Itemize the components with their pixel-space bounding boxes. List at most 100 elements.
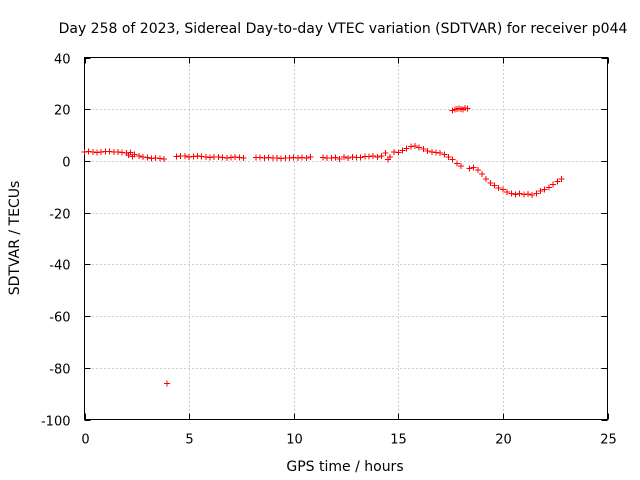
data-point [445,154,452,161]
data-point [399,147,406,154]
x-tick-label: 15 [390,433,407,448]
data-point [516,190,523,197]
data-point [131,151,138,158]
y-tick-labels: -100 -80 -60 -40 -20 0 20 40 [41,53,71,430]
data-point [303,154,310,161]
axis-ticks [84,57,609,421]
data-point [483,176,490,183]
data-point [307,154,314,161]
data-point [173,153,180,160]
data-point [554,178,561,185]
data-point [336,155,343,162]
data-point [464,105,471,112]
data-point [194,153,201,160]
data-point [378,152,385,159]
x-tick-label: 25 [600,433,617,448]
data-point [478,170,485,177]
data-point [428,148,435,155]
data-point [240,154,247,161]
x-tick-labels: 0 5 10 15 20 25 [81,433,616,448]
data-point [420,146,427,153]
data-point [265,154,272,161]
data-point [458,163,465,170]
data-points [81,105,565,387]
data-point [340,154,347,161]
x-tick-label: 20 [495,433,512,448]
data-point [491,182,498,189]
data-point [449,156,456,163]
series-sdtvar [81,105,565,387]
data-point [508,190,515,197]
data-point [533,190,540,197]
data-point [441,151,448,158]
y-tick-label: -80 [49,363,70,378]
x-tick-label: 0 [81,433,89,448]
data-point [403,145,410,152]
data-point [349,153,356,160]
data-point [186,153,193,160]
data-point [550,181,557,188]
data-point [466,165,473,172]
data-point [106,148,113,155]
data-point [391,148,398,155]
data-point [541,186,548,193]
chart-title: Day 258 of 2023, Sidereal Day-to-day VTE… [59,21,628,37]
data-point [357,154,364,161]
data-point [94,149,101,156]
data-point [424,148,431,155]
data-point [140,153,147,160]
data-point [181,153,188,160]
data-point [437,150,444,157]
y-axis-label: SDTVAR / TECUs [7,181,23,296]
data-point [474,166,481,173]
plot-frame [84,57,608,420]
data-point [395,149,402,156]
data-point [164,380,171,387]
data-point [273,154,280,161]
data-point [529,192,536,199]
x-axis-label: GPS time / hours [286,459,403,475]
data-point [416,144,423,151]
data-point [294,155,301,162]
data-point [127,149,134,156]
data-point [148,155,155,162]
data-point [232,154,239,161]
data-point [432,149,439,156]
y-tick-label: -60 [49,311,70,326]
y-tick-label: -100 [41,415,71,430]
data-point [328,155,335,162]
data-point [412,142,419,149]
grid [84,57,608,420]
data-point [537,187,544,194]
data-point [545,184,552,191]
data-point [453,160,460,167]
data-point [512,191,519,198]
data-point [114,149,121,156]
data-point [386,154,393,161]
data-point [504,188,511,195]
data-point [332,154,339,161]
data-point [345,154,352,161]
data-point [407,143,414,150]
data-point [487,179,494,186]
y-tick-label: -20 [49,208,70,223]
data-point [520,191,527,198]
y-tick-label: 20 [54,104,71,119]
data-point [299,154,306,161]
data-point [135,152,142,159]
data-point [215,153,222,160]
data-point [370,153,377,160]
data-point [198,153,205,160]
x-tick-label: 5 [185,433,193,448]
data-point [257,154,264,161]
data-point [499,186,506,193]
data-point [470,164,477,171]
y-tick-label: -40 [49,259,70,274]
data-point [290,154,297,161]
data-point [495,185,502,192]
data-point [85,148,92,155]
y-tick-label: 40 [54,53,71,68]
data-point [319,154,326,161]
data-point [382,150,389,157]
